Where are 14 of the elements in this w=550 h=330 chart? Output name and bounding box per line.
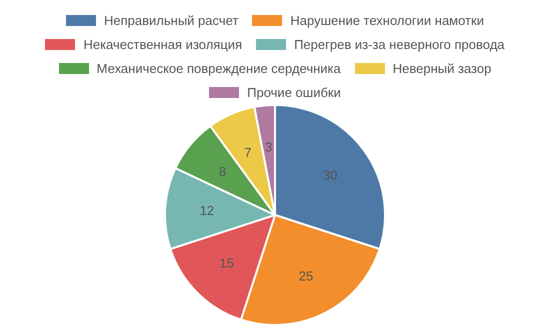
data-label: 12 bbox=[200, 203, 214, 218]
legend-label: Перегрев из-за неверного провода bbox=[294, 36, 505, 52]
legend-label: Неправильный расчет bbox=[104, 12, 238, 28]
legend-label: Некачественная изоляция bbox=[83, 36, 242, 52]
data-label: 8 bbox=[218, 164, 226, 180]
legend-label: Прочие ошибки bbox=[247, 84, 341, 100]
legend-label: Неверный зазор bbox=[392, 60, 492, 76]
data-label: 15 bbox=[220, 256, 234, 271]
legend-label: Механическое повреждение сердечника bbox=[96, 60, 341, 76]
data-label: 7 bbox=[244, 144, 252, 160]
legend-label: Нарушение технологии намотки bbox=[290, 12, 484, 28]
data-label: 3 bbox=[264, 140, 272, 155]
data-label: 30 bbox=[322, 167, 338, 182]
data-label: 25 bbox=[298, 268, 314, 284]
